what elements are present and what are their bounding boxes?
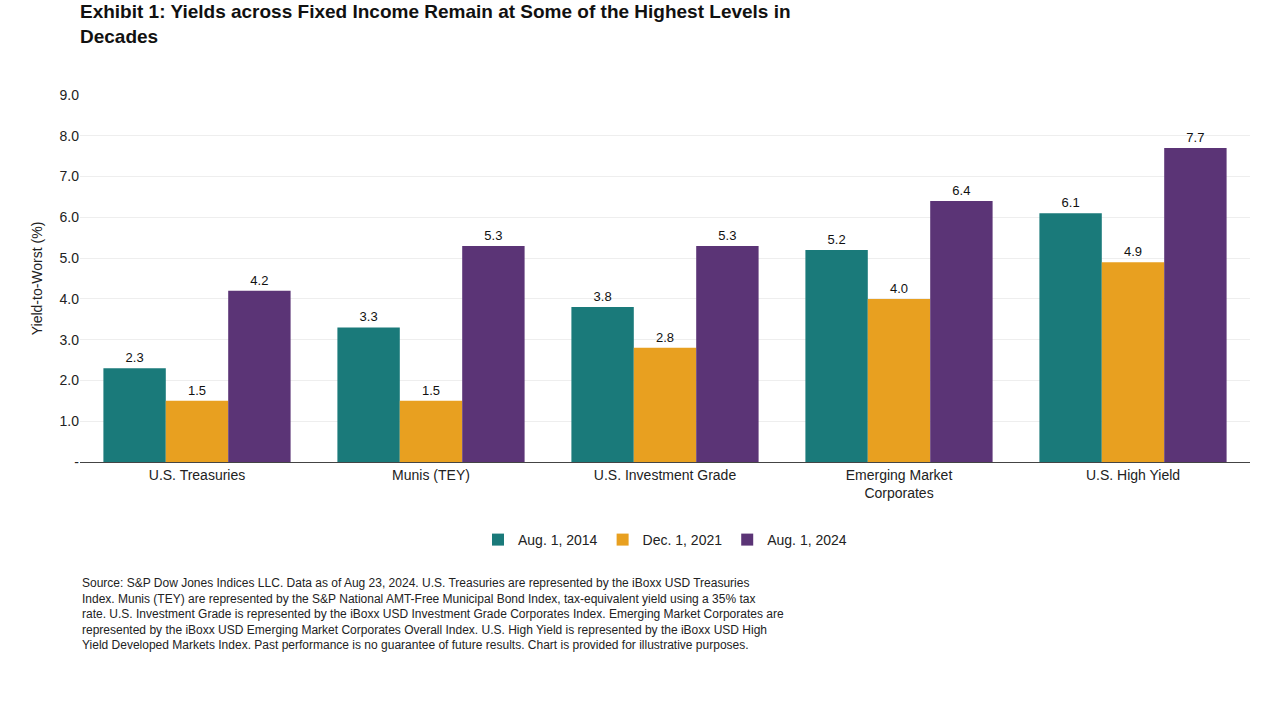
svg-text:7.0: 7.0 [60, 168, 80, 184]
svg-text:4.0: 4.0 [60, 291, 80, 307]
svg-text:U.S. Treasuries: U.S. Treasuries [149, 467, 245, 483]
svg-text:6.4: 6.4 [952, 183, 970, 198]
svg-text:1.5: 1.5 [188, 383, 206, 398]
svg-text:5.0: 5.0 [60, 250, 80, 266]
svg-text:2.8: 2.8 [656, 330, 674, 345]
svg-text:Dec. 1, 2021: Dec. 1, 2021 [643, 532, 723, 548]
svg-text:9.0: 9.0 [60, 87, 80, 103]
svg-text:6.0: 6.0 [60, 209, 80, 225]
svg-text:2.3: 2.3 [126, 350, 144, 365]
svg-text:5.3: 5.3 [484, 228, 502, 243]
svg-text:Source: S&P Dow Jones Indices: Source: S&P Dow Jones Indices LLC. Data … [82, 576, 784, 652]
svg-text:4.2: 4.2 [250, 273, 268, 288]
svg-text:Yield-to-Worst (%): Yield-to-Worst (%) [29, 222, 45, 336]
svg-text:5.3: 5.3 [718, 228, 736, 243]
svg-text:Emerging MarketCorporates: Emerging MarketCorporates [846, 467, 953, 501]
svg-text:1.0: 1.0 [60, 413, 80, 429]
svg-text:4.9: 4.9 [1124, 244, 1142, 259]
svg-text:2.0: 2.0 [60, 372, 80, 388]
svg-text:6.1: 6.1 [1062, 195, 1080, 210]
svg-text:Aug. 1, 2024: Aug. 1, 2024 [767, 532, 847, 548]
svg-text:Exhibit 1: Yields across Fixed: Exhibit 1: Yields across Fixed Income Re… [80, 1, 791, 47]
svg-text:U.S. Investment Grade: U.S. Investment Grade [594, 467, 737, 483]
svg-text:3.3: 3.3 [360, 309, 378, 324]
svg-text:8.0: 8.0 [60, 128, 80, 144]
svg-text:Aug. 1, 2014: Aug. 1, 2014 [518, 532, 598, 548]
svg-text:4.0: 4.0 [890, 281, 908, 296]
svg-text:7.7: 7.7 [1186, 130, 1204, 145]
svg-text:U.S. High Yield: U.S. High Yield [1086, 467, 1180, 483]
svg-text:5.2: 5.2 [828, 232, 846, 247]
svg-text:3.8: 3.8 [594, 289, 612, 304]
svg-text:Munis (TEY): Munis (TEY) [392, 467, 470, 483]
svg-text:-: - [74, 454, 79, 470]
svg-text:3.0: 3.0 [60, 332, 80, 348]
svg-text:1.5: 1.5 [422, 383, 440, 398]
